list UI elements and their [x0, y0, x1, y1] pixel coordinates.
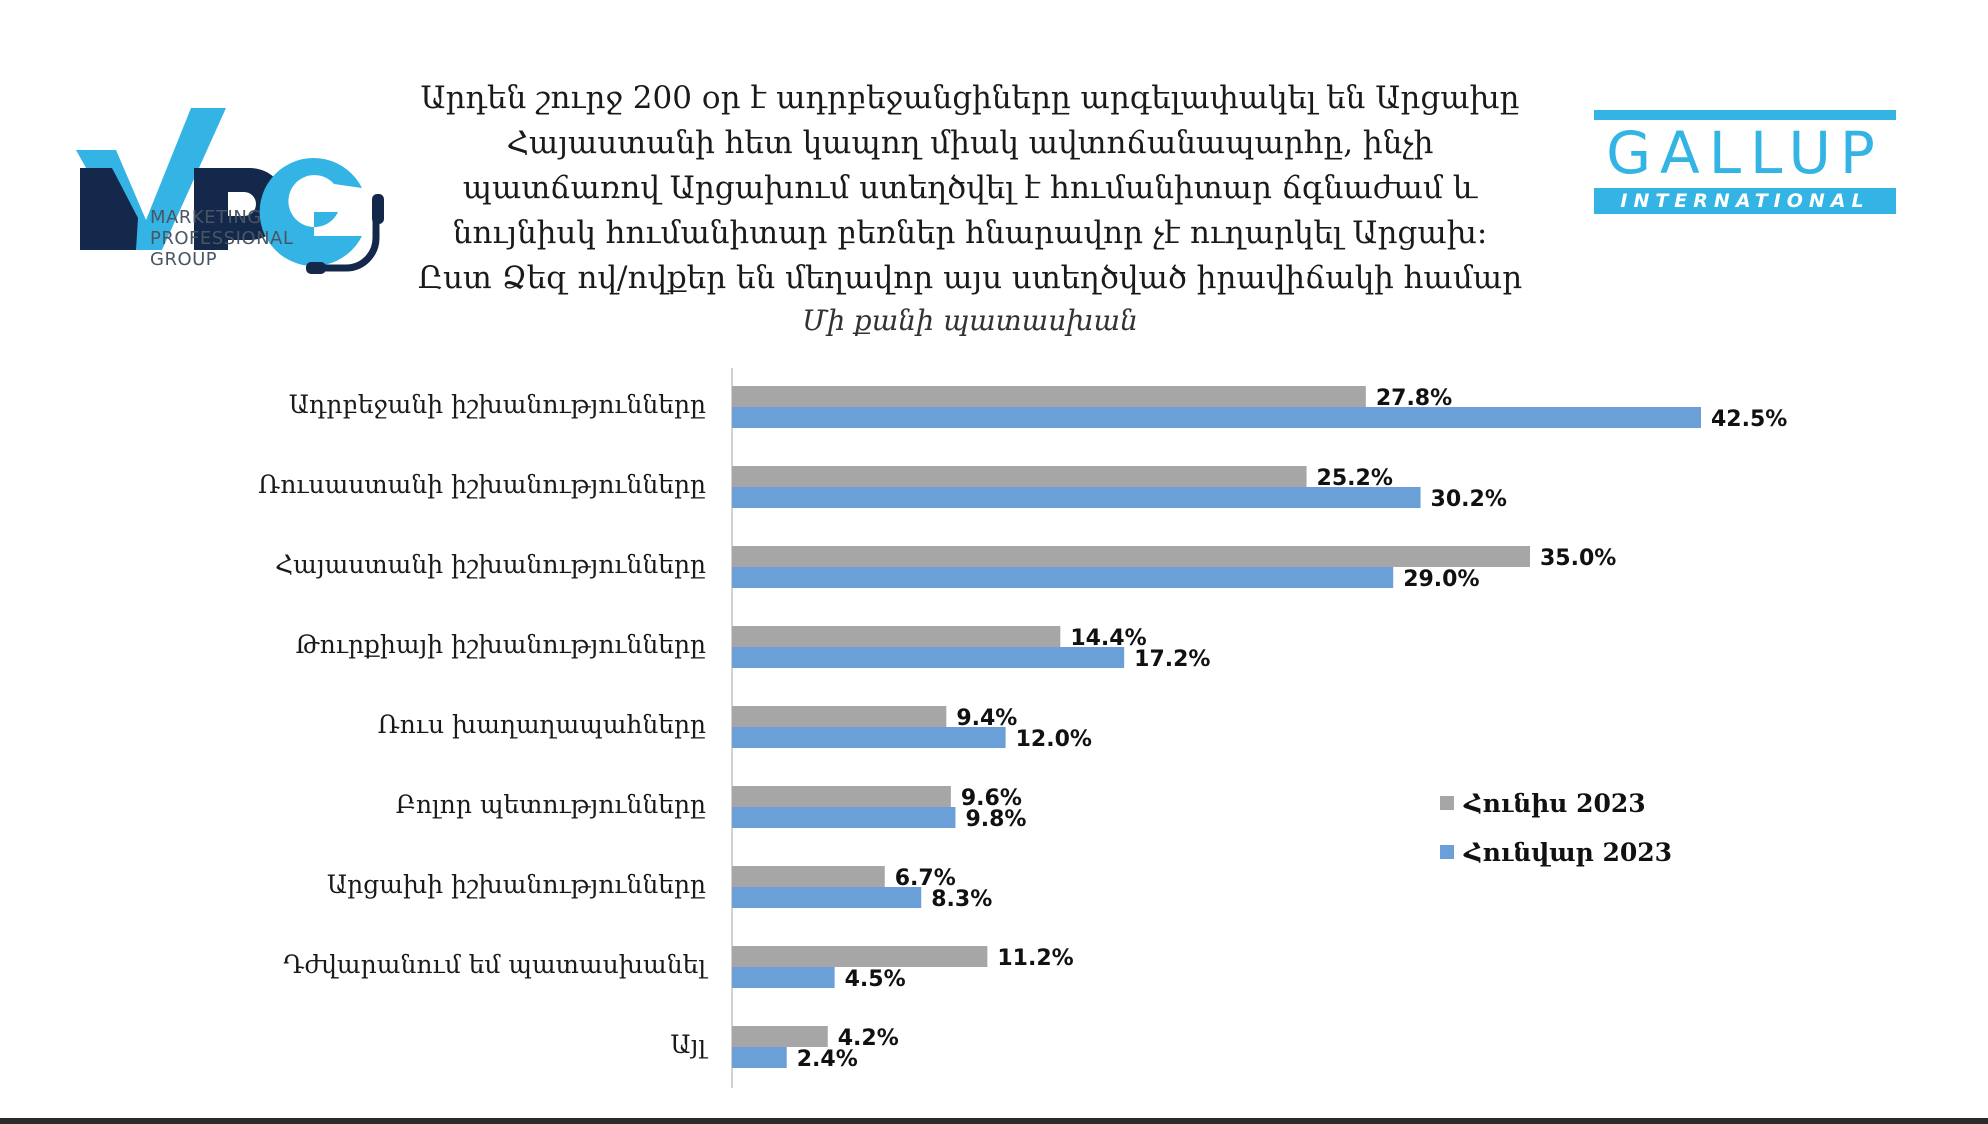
data-label: 6.7%	[895, 866, 956, 891]
data-label: 9.6%	[961, 786, 1022, 811]
category-label: Այլ	[670, 1030, 708, 1059]
data-label: 29.0%	[1403, 567, 1479, 592]
data-label: 12.0%	[1016, 727, 1092, 752]
bar-january	[732, 407, 1701, 428]
chart-subtitle: Մի քանի պատասխան	[802, 304, 1138, 337]
bar-june	[732, 706, 947, 727]
category-label: Դժվարանում եմ պատասխանել	[283, 950, 708, 979]
bar-january	[732, 967, 835, 988]
category-label: Ռուս խաղաղապահները	[378, 710, 707, 739]
legend-label: Հունիս 2023	[1463, 789, 1646, 818]
chart-title-line: Հայաստանի հետ կապող միակ ավտոճանապարհը, …	[506, 125, 1434, 161]
chart-title-line: պատճառով Արցախում ստեղծվել է հումանիտար …	[462, 170, 1478, 206]
data-label: 17.2%	[1134, 647, 1210, 672]
gallup-logo-subword: INTERNATIONAL	[1594, 188, 1896, 214]
data-label: 2.4%	[797, 1047, 858, 1072]
bottom-bar	[0, 1118, 1988, 1124]
bar-june	[732, 866, 885, 887]
bar-january	[732, 647, 1125, 668]
data-label: 11.2%	[997, 946, 1073, 971]
legend-label: Հունվար 2023	[1463, 838, 1672, 867]
bar-june	[732, 626, 1061, 647]
data-label: 14.4%	[1070, 626, 1146, 651]
data-label: 9.8%	[965, 807, 1026, 832]
mpg-tagline-3: GROUP	[150, 249, 218, 270]
category-label: Արցախի իշխանությունները	[327, 870, 706, 899]
gallup-logo-rule	[1594, 110, 1896, 120]
mpg-logo: MARKETING PROFESSIONAL GROUP	[76, 60, 396, 275]
legend-swatch	[1440, 845, 1454, 859]
category-label: Բոլոր պետությունները	[396, 790, 707, 819]
bar-june	[732, 1026, 828, 1047]
bar-january	[732, 807, 956, 828]
bar-june	[732, 546, 1530, 567]
category-label: Ադրբեջանի իշխանությունները	[289, 390, 706, 419]
chart-title-line: Արդեն շուրջ 200 օր է ադրբեջանցիները արգե…	[420, 80, 1520, 116]
data-label: 30.2%	[1431, 487, 1507, 512]
bar-january	[732, 487, 1421, 508]
bar-june	[732, 386, 1366, 407]
data-label: 4.5%	[845, 967, 906, 992]
category-label: Հայաստանի իշխանությունները	[275, 550, 706, 579]
mpg-logo-mark	[76, 108, 384, 274]
category-label: Թուրքիայի իշխանությունները	[295, 630, 706, 659]
bar-january	[732, 887, 922, 908]
bar-june	[732, 946, 988, 967]
bar-january	[732, 1047, 787, 1068]
legend-swatch	[1440, 796, 1454, 810]
data-label: 4.2%	[838, 1026, 899, 1051]
data-label: 42.5%	[1711, 407, 1787, 432]
data-label: 35.0%	[1540, 546, 1616, 571]
category-label: Ռուսաստանի իշխանությունները	[258, 470, 706, 499]
bar-june	[732, 466, 1307, 487]
chart-title-block: Արդեն շուրջ 200 օր է ադրբեջանցիները արգե…	[380, 76, 1560, 341]
mpg-tagline-1: MARKETING	[150, 207, 262, 228]
data-label: 25.2%	[1317, 466, 1393, 491]
gallup-logo-word: GALLUP	[1606, 119, 1884, 187]
data-label: 27.8%	[1376, 386, 1452, 411]
bar-chart: Ադրբեջանի իշխանությունները 27.8% 42.5% Ռուս…	[258, 368, 1787, 1088]
gallup-logo: GALLUP INTERNATIONAL	[1594, 110, 1896, 214]
bar-june	[732, 786, 951, 807]
data-label: 8.3%	[931, 887, 992, 912]
data-label: 9.4%	[956, 706, 1017, 731]
chart-title-line: Ըստ Ձեզ ով/ովքեր են մեղավոր այս ստեղծված…	[417, 260, 1523, 296]
chart-title: Արդեն շուրջ 200 օր է ադրբեջանցիները արգե…	[380, 76, 1560, 301]
bar-january	[732, 727, 1006, 748]
mpg-tagline-2: PROFESSIONAL	[150, 228, 294, 249]
chart-title-line: նույնիսկ հումանիտար բեռներ հնարավոր չէ ո…	[452, 215, 1488, 251]
bar-january	[732, 567, 1394, 588]
